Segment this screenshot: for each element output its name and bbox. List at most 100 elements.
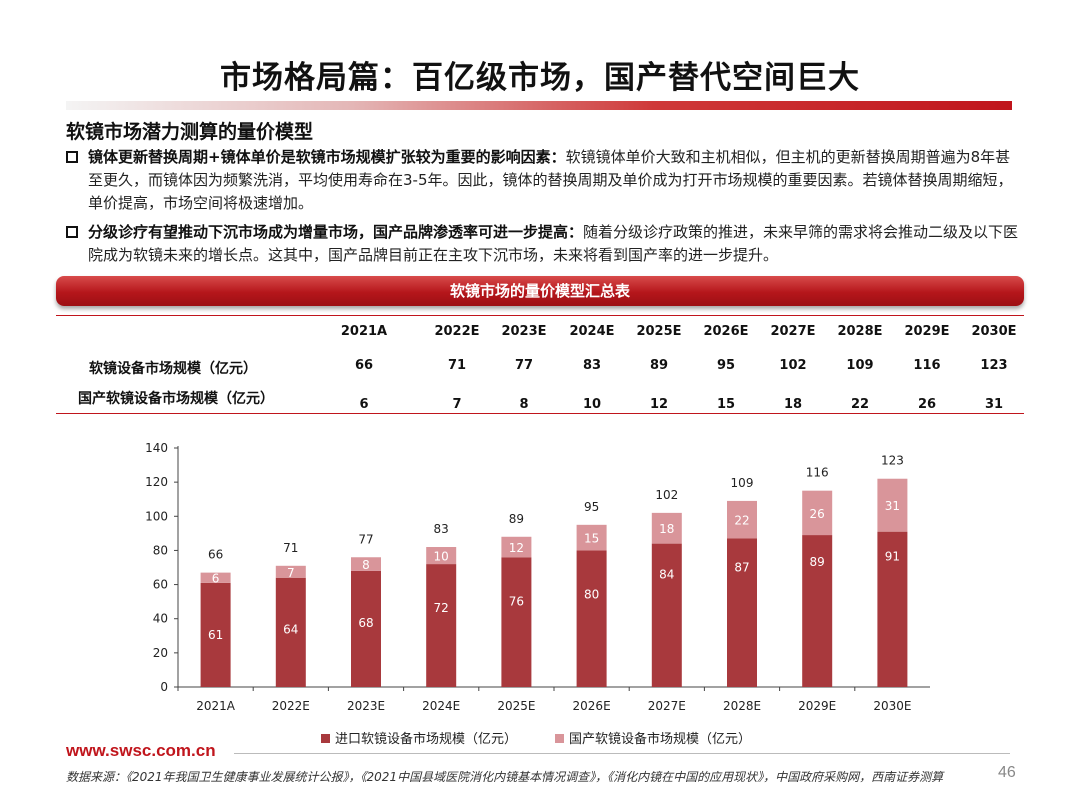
bar-import xyxy=(275,577,306,687)
table-cell: 12 xyxy=(649,397,669,412)
y-tick-label: 80 xyxy=(153,543,168,557)
data-label-total: 89 xyxy=(509,512,524,526)
data-label-import: 64 xyxy=(283,623,298,637)
data-label-import: 68 xyxy=(358,616,373,630)
bar-domestic xyxy=(877,478,908,532)
bar-domestic xyxy=(651,512,682,544)
footer-divider xyxy=(234,753,1010,754)
data-label-import: 80 xyxy=(584,587,599,601)
bar-import xyxy=(426,564,457,687)
bullet-bold-lead: 镜体更新替换周期+镜体单价是软镜市场规模扩张较为重要的影响因素： xyxy=(88,148,566,166)
bar-import xyxy=(351,570,381,687)
table-header-year: 2030E xyxy=(971,324,1017,339)
data-label-domestic: 6 xyxy=(212,572,220,586)
x-tick-label: 2027E xyxy=(648,699,686,713)
bar-domestic xyxy=(426,547,457,565)
legend-item-domestic: 国产软镜设备市场规模（亿元） xyxy=(555,728,751,747)
table-cell: 31 xyxy=(984,397,1004,412)
data-label-import: 87 xyxy=(734,560,749,574)
x-tick-label: 2028E xyxy=(723,699,761,713)
data-label-total: 109 xyxy=(731,476,754,490)
table-cell: 66 xyxy=(354,358,374,373)
y-tick-label: 0 xyxy=(160,680,168,694)
bar-import xyxy=(576,550,607,687)
y-tick-label: 120 xyxy=(145,475,168,489)
checkbox-square-icon xyxy=(66,151,78,163)
table-cell: 15 xyxy=(716,397,736,412)
bar-import xyxy=(651,543,682,687)
data-label-domestic: 10 xyxy=(434,550,449,564)
data-label-total: 66 xyxy=(208,548,223,562)
legend-swatch-domestic xyxy=(555,734,564,743)
x-tick-label: 2023E xyxy=(347,699,385,713)
table-cell: 123 xyxy=(980,358,1008,373)
bullet-point-1: 镜体更新替换周期+镜体单价是软镜市场规模扩张较为重要的影响因素：软镜镜体单价大致… xyxy=(66,146,1022,215)
x-tick-label: 2021A xyxy=(196,699,236,713)
bar-import xyxy=(727,538,757,687)
data-label-total: 116 xyxy=(806,466,829,480)
table-header-year: 2026E xyxy=(703,324,749,339)
x-tick-label: 2026E xyxy=(573,699,611,713)
data-label-total: 95 xyxy=(584,500,599,514)
bar-domestic xyxy=(727,500,757,539)
data-label-total: 102 xyxy=(655,488,678,502)
table-cell: 102 xyxy=(779,358,807,373)
x-tick-label: 2030E xyxy=(873,699,911,713)
table-header-year: 2025E xyxy=(636,324,682,339)
bar-domestic xyxy=(351,557,381,571)
bar-domestic xyxy=(501,536,532,558)
data-label-domestic: 15 xyxy=(584,532,599,546)
table-header-year: 2028E xyxy=(837,324,883,339)
bullet-body: 软镜镜体单价大致和主机相似，但主机的更新替换周期普遍为8年甚至更久，而镜体因为频… xyxy=(88,148,1013,212)
data-label-import: 72 xyxy=(434,601,449,615)
data-label-domestic: 8 xyxy=(362,558,370,572)
data-label-domestic: 22 xyxy=(734,514,749,528)
table-cell: 116 xyxy=(913,358,941,373)
table-cell: 71 xyxy=(447,358,467,373)
data-label-domestic: 12 xyxy=(509,541,524,555)
stacked-bar-chart: 0204060801001201402021A616662022E6477120… xyxy=(145,441,930,713)
data-label-import: 84 xyxy=(659,568,674,582)
table-header-year: 2022E xyxy=(434,324,480,339)
y-tick-label: 20 xyxy=(153,646,168,660)
data-label-import: 89 xyxy=(810,555,825,569)
data-label-import: 91 xyxy=(885,550,900,564)
table-cell: 8 xyxy=(519,397,529,412)
table-cell: 77 xyxy=(514,358,534,373)
table-cell: 26 xyxy=(917,397,937,412)
footer-website-link[interactable]: www.swsc.com.cn xyxy=(66,741,216,760)
bullet-text: 分级诊疗有望推动下沉市场成为增量市场，国产品牌渗透率可进一步提高：随着分级诊疗政… xyxy=(88,221,1022,267)
table-header-year: 2021A xyxy=(340,324,388,339)
table-header-year: 2023E xyxy=(501,324,547,339)
legend-item-import: 进口软镜设备市场规模（亿元） xyxy=(321,728,517,747)
bar-domestic xyxy=(200,572,231,583)
bar-domestic xyxy=(576,524,607,551)
table-header-year: 2027E xyxy=(770,324,816,339)
bar-import xyxy=(501,557,532,687)
bullet-text: 镜体更新替换周期+镜体单价是软镜市场规模扩张较为重要的影响因素：软镜镜体单价大致… xyxy=(88,146,1022,215)
x-tick-label: 2029E xyxy=(798,699,836,713)
y-tick-label: 100 xyxy=(145,509,168,523)
x-tick-label: 2025E xyxy=(497,699,535,713)
legend-label-import: 进口软镜设备市场规模（亿元） xyxy=(335,732,518,747)
data-label-total: 77 xyxy=(358,532,373,546)
data-label-total: 123 xyxy=(881,454,904,468)
table-cell: 95 xyxy=(716,358,736,373)
data-label-import: 76 xyxy=(509,594,524,608)
y-tick-label: 40 xyxy=(153,612,168,626)
table-cell: 109 xyxy=(846,358,874,373)
y-tick-label: 60 xyxy=(153,578,168,592)
data-label-import: 61 xyxy=(208,628,223,642)
table-top-rule xyxy=(56,315,1024,316)
table-cell: 6 xyxy=(359,397,369,412)
bullet-body: 随着分级诊疗政策的推进，未来早筛的需求将会推动二级及以下医院成为软镜未来的增长点… xyxy=(88,223,1019,264)
y-tick-label: 140 xyxy=(145,441,168,455)
bar-import xyxy=(200,582,231,687)
bar-domestic xyxy=(275,565,306,578)
table-cell: 89 xyxy=(649,358,669,373)
table-row-label: 国产软镜设备市场规模（亿元） xyxy=(78,391,274,407)
data-label-domestic: 31 xyxy=(885,499,900,513)
table-cell: 10 xyxy=(582,397,602,412)
bar-domestic xyxy=(802,490,833,536)
bullet-bold-lead: 分级诊疗有望推动下沉市场成为增量市场，国产品牌渗透率可进一步提高： xyxy=(88,223,584,241)
